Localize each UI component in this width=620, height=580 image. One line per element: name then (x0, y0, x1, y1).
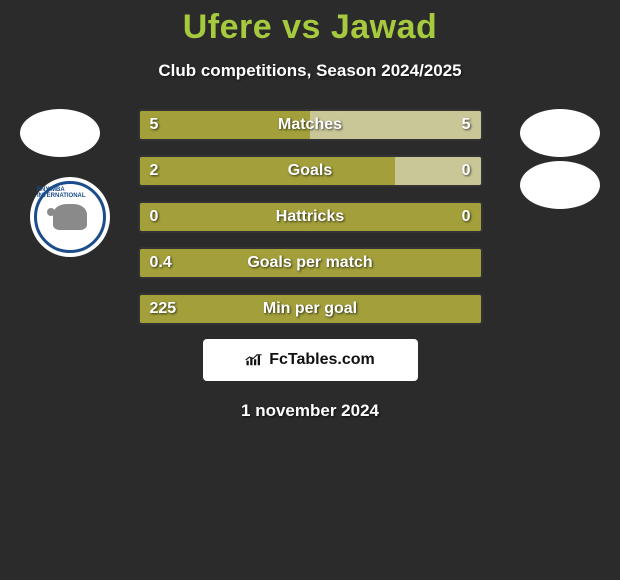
player1-photo-placeholder (20, 109, 100, 157)
stat-row: 5 5 Matches (138, 109, 483, 141)
date-text: 1 november 2024 (0, 401, 620, 421)
stat-value-right: 5 (462, 116, 471, 134)
player1-club-badge: ENYIMBA INTERNATIONAL (30, 177, 110, 257)
stat-label: Goals (288, 162, 332, 180)
stat-value-left: 5 (150, 116, 159, 134)
player2-name: Jawad (331, 8, 437, 46)
subtitle: Club competitions, Season 2024/2025 (0, 61, 620, 81)
club-badge-text: ENYIMBA INTERNATIONAL (37, 187, 103, 199)
stat-label: Hattricks (276, 208, 344, 226)
bar-fill-left (140, 157, 396, 185)
stat-label: Matches (278, 116, 342, 134)
stat-value-left: 225 (150, 300, 177, 318)
comparison-content: ENYIMBA INTERNATIONAL 55Matches20Goals00… (0, 109, 620, 421)
stat-label: Min per goal (263, 300, 357, 318)
stat-bars: 5 5 Matches 2 0 Goals 0 0 Hattricks 0.4 Goals per … (138, 109, 483, 325)
stat-value-right: 0 (462, 162, 471, 180)
brand-text: FcTables.com (269, 351, 375, 369)
stat-row: 2 0 Goals (138, 155, 483, 187)
player1-name: Ufere (183, 8, 272, 46)
stat-row: 0.4 Goals per match (138, 247, 483, 279)
stat-row: 0 0 Hattricks (138, 201, 483, 233)
elephant-icon (53, 204, 87, 230)
stat-value-right: 0 (462, 208, 471, 226)
vs-text: vs (282, 8, 321, 46)
player2-club-placeholder (520, 161, 600, 209)
page-title: Ufere vs Jawad (0, 0, 620, 47)
stat-row: 225 Min per goal (138, 293, 483, 325)
chart-icon (245, 353, 263, 367)
stat-label: Goals per match (247, 254, 372, 272)
stat-value-left: 2 (150, 162, 159, 180)
stat-value-left: 0 (150, 208, 159, 226)
stat-value-left: 0.4 (150, 254, 172, 272)
player2-photo-placeholder (520, 109, 600, 157)
brand-link[interactable]: FcTables.com (203, 339, 418, 381)
